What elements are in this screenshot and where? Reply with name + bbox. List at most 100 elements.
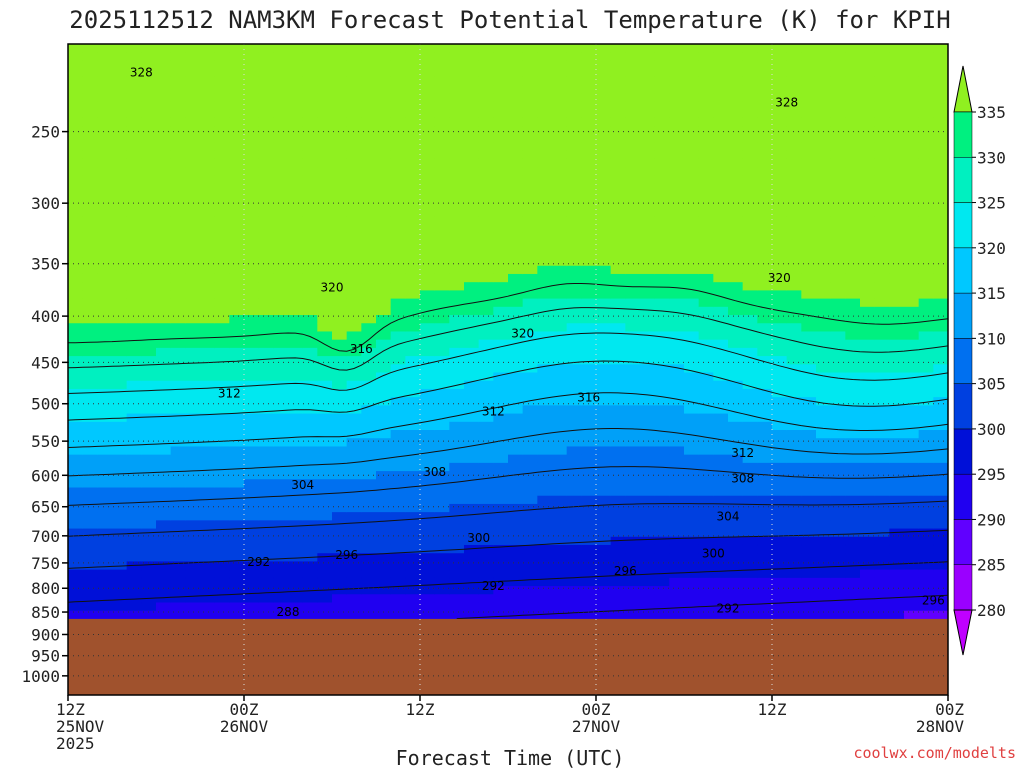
field-cell xyxy=(742,347,758,357)
field-cell xyxy=(478,216,494,226)
field-cell xyxy=(654,323,670,333)
field-cell xyxy=(684,167,700,177)
field-cell xyxy=(918,413,934,423)
field-cell xyxy=(786,471,802,480)
field-cell xyxy=(434,577,450,587)
field-cell xyxy=(185,553,201,563)
field-cell xyxy=(302,216,318,226)
field-cell xyxy=(845,282,861,291)
field-cell xyxy=(537,142,553,152)
field-cell xyxy=(376,265,392,275)
field-cell xyxy=(332,167,348,177)
field-cell xyxy=(522,487,538,497)
field-cell xyxy=(68,101,84,111)
field-cell xyxy=(258,430,274,439)
field-cell xyxy=(904,413,920,423)
field-cell xyxy=(596,528,612,538)
field-cell xyxy=(214,594,230,604)
field-cell xyxy=(537,430,553,439)
field-cell xyxy=(244,126,260,135)
field-cell xyxy=(698,85,714,94)
field-cell xyxy=(141,216,157,226)
field-cell xyxy=(669,528,685,538)
field-cell xyxy=(214,298,230,308)
field-cell xyxy=(596,150,612,160)
field-cell xyxy=(68,273,84,283)
field-cell xyxy=(170,347,186,357)
field-cell xyxy=(170,536,186,546)
field-cell xyxy=(830,331,846,341)
field-cell xyxy=(596,479,612,489)
field-cell xyxy=(200,44,216,53)
field-cell xyxy=(405,446,421,456)
field-cell xyxy=(713,577,729,587)
field-cell xyxy=(405,512,421,521)
field-cell xyxy=(508,44,524,53)
field-cell xyxy=(640,446,656,456)
field-cell xyxy=(610,183,626,193)
field-cell xyxy=(346,512,362,521)
field-cell xyxy=(786,446,802,456)
field-cell xyxy=(229,158,245,168)
field-cell xyxy=(713,553,729,563)
field-cell xyxy=(317,134,333,144)
field-cell xyxy=(566,454,582,464)
field-cell xyxy=(376,232,392,242)
field-cell xyxy=(361,241,377,250)
field-cell xyxy=(860,553,876,563)
field-cell xyxy=(625,158,641,168)
field-cell xyxy=(361,487,377,497)
field-cell xyxy=(112,60,128,70)
field-cell xyxy=(698,290,714,300)
field-cell xyxy=(874,577,890,587)
x-tick-label: 26NOV xyxy=(220,717,269,736)
field-cell xyxy=(596,290,612,300)
field-cell xyxy=(698,577,714,587)
field-cell xyxy=(610,191,626,201)
field-cell xyxy=(757,216,773,226)
field-cell xyxy=(229,610,245,620)
field-cell xyxy=(728,175,744,185)
field-cell xyxy=(522,454,538,464)
field-cell xyxy=(713,167,729,177)
field-cell xyxy=(141,60,157,70)
field-cell xyxy=(390,561,406,571)
field-cell xyxy=(889,249,905,259)
field-cell xyxy=(566,257,582,267)
field-cell xyxy=(478,200,494,209)
field-cell xyxy=(552,158,568,168)
field-cell xyxy=(830,388,846,398)
field-cell xyxy=(170,216,186,226)
field-cell xyxy=(390,397,406,406)
field-cell xyxy=(742,553,758,563)
field-cell xyxy=(786,191,802,201)
field-cell xyxy=(302,397,318,406)
field-cell xyxy=(742,421,758,431)
field-cell xyxy=(640,544,656,554)
field-cell xyxy=(874,117,890,127)
contour-label: 316 xyxy=(577,390,600,404)
field-cell xyxy=(684,347,700,357)
field-cell xyxy=(82,134,98,144)
field-cell xyxy=(698,126,714,135)
field-cell xyxy=(596,446,612,456)
field-cell xyxy=(68,134,84,144)
field-cell xyxy=(772,101,788,111)
field-cell xyxy=(405,183,421,193)
field-cell xyxy=(698,60,714,70)
field-cell xyxy=(170,569,186,579)
field-cell xyxy=(757,282,773,291)
contour-line-328 xyxy=(68,307,948,371)
field-cell xyxy=(229,380,245,390)
field-cell xyxy=(786,610,802,620)
field-cell xyxy=(361,249,377,259)
field-cell xyxy=(918,315,934,324)
field-cell xyxy=(508,430,524,439)
field-cell xyxy=(288,101,304,111)
field-cell xyxy=(112,134,128,144)
field-cell xyxy=(68,413,84,423)
field-cell xyxy=(728,224,744,234)
field-cell xyxy=(698,413,714,423)
field-cell xyxy=(640,487,656,497)
field-cell xyxy=(405,520,421,530)
